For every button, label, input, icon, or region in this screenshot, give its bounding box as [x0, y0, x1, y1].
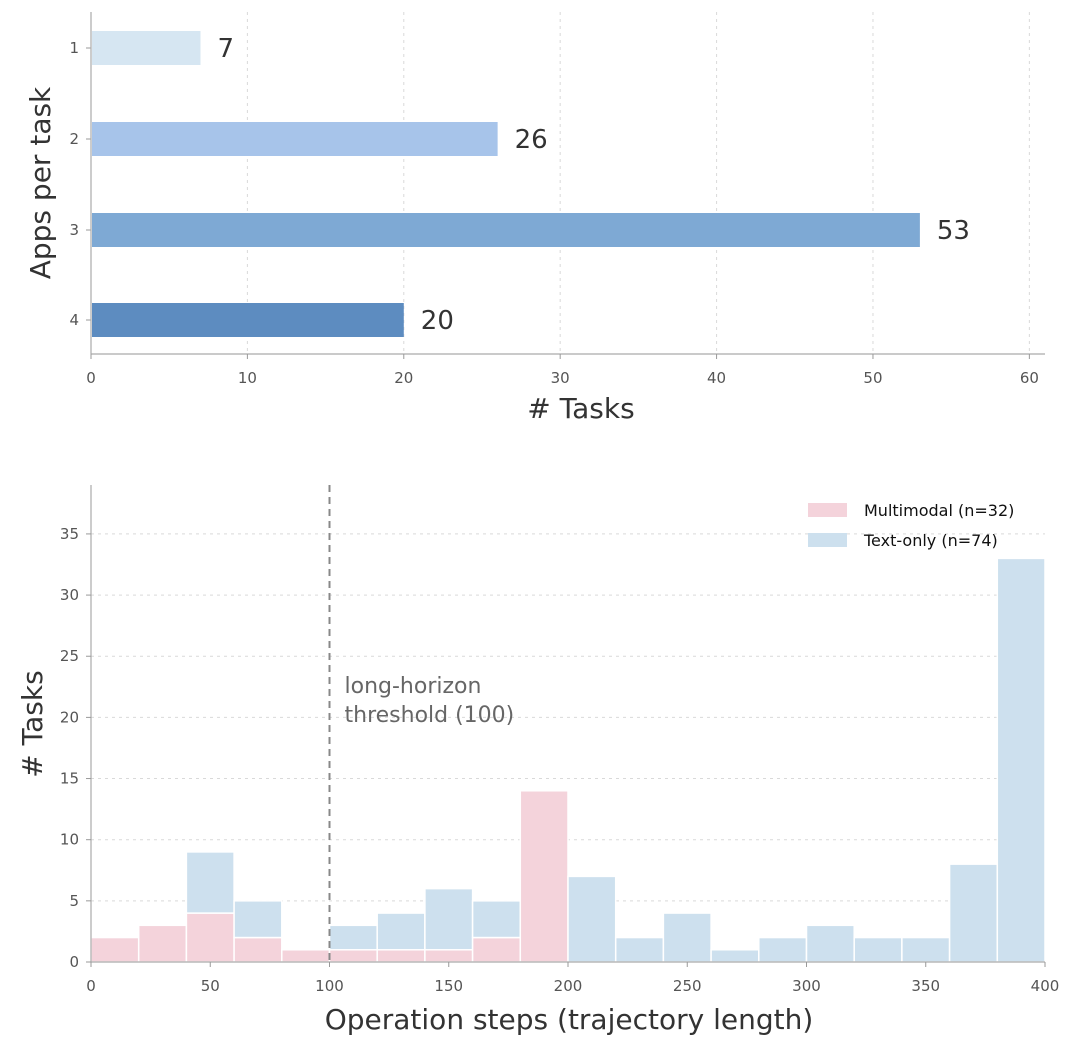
bar-apps-4 — [92, 303, 404, 337]
y-tick-label: 25 — [60, 647, 79, 665]
operation-steps-histogram: long-horizon threshold (100) 0 5 10 15 20 25 30 3… — [16, 485, 1059, 1036]
bar-text-only-120 — [376, 912, 426, 951]
bar-multimodal-120 — [376, 949, 426, 963]
y-tick-label: 3 — [69, 221, 79, 239]
x-tick-label: 150 — [434, 977, 463, 995]
y-tick-label: 20 — [60, 708, 79, 726]
legend-swatch — [808, 503, 847, 517]
x-tick-label: 30 — [551, 369, 570, 387]
y-tick-label: 15 — [60, 770, 79, 788]
x-tick-label: 300 — [792, 977, 821, 995]
data-label: 20 — [421, 306, 454, 336]
bar-multimodal-20 — [137, 924, 188, 963]
x-tick-label: 50 — [863, 369, 882, 387]
bar-multimodal-100 — [328, 949, 378, 963]
legend-label: Text-only (n=74) — [863, 531, 998, 550]
bar-text-only-300 — [805, 924, 855, 963]
data-label: 26 — [515, 125, 548, 155]
x-tick-label: 50 — [201, 977, 220, 995]
data-label: 53 — [937, 216, 970, 246]
y-tick-label: 30 — [60, 586, 79, 604]
bar-text-only-60 — [233, 900, 283, 939]
x-tick-label: 350 — [911, 977, 940, 995]
x-axis-label: # Tasks — [527, 392, 634, 425]
bar-multimodal-60 — [233, 936, 283, 963]
bar-apps-3 — [92, 213, 920, 247]
y-axis-label: # Tasks — [16, 670, 49, 777]
y-tick-label: 1 — [69, 39, 79, 57]
bar-text-only-380 — [996, 557, 1046, 963]
bar-text-only-40 — [185, 851, 235, 914]
bar-text-only-320 — [853, 936, 903, 963]
legend-label: Multimodal (n=32) — [864, 501, 1014, 520]
bar-multimodal-140 — [424, 949, 474, 963]
y-tick-label: 4 — [69, 311, 79, 329]
y-tick-label: 0 — [69, 953, 79, 971]
x-tick-label: 40 — [707, 369, 726, 387]
x-tick-label: 0 — [86, 369, 96, 387]
y-tick-label: 35 — [60, 525, 79, 543]
bar-multimodal-40 — [185, 912, 235, 963]
x-tick-label: 400 — [1031, 977, 1060, 995]
bar-text-only-220 — [614, 936, 665, 963]
y-axis-label: Apps per task — [24, 86, 57, 279]
x-tick-label: 100 — [315, 977, 344, 995]
threshold-label: threshold (100) — [345, 703, 515, 728]
bar-text-only-240 — [662, 912, 712, 963]
bar-multimodal-180 — [519, 790, 569, 963]
bar-multimodal-0 — [90, 936, 140, 963]
threshold-label: long-horizon — [345, 674, 482, 699]
bar-text-only-360 — [948, 863, 999, 963]
bar-multimodal-160 — [471, 936, 522, 963]
bar-text-only-280 — [758, 936, 808, 963]
y-tick-label: 5 — [69, 892, 79, 910]
x-tick-label: 20 — [394, 369, 413, 387]
bar-text-only-160 — [471, 900, 522, 939]
bar-multimodal-80 — [281, 949, 331, 963]
bar-apps-2 — [92, 122, 498, 156]
bar-text-only-140 — [424, 887, 474, 951]
bar-text-only-200 — [567, 875, 617, 963]
x-tick-label: 60 — [1020, 369, 1039, 387]
x-axis-label: Operation steps (trajectory length) — [325, 1003, 814, 1036]
y-tick-label: 10 — [60, 831, 79, 849]
legend-swatch — [808, 533, 847, 547]
x-tick-label: 200 — [554, 977, 583, 995]
bar-text-only-260 — [710, 949, 760, 963]
x-tick-label: 0 — [86, 977, 96, 995]
bar-text-only-100 — [328, 924, 378, 951]
y-tick-label: 2 — [69, 130, 79, 148]
data-label: 7 — [217, 34, 234, 64]
x-tick-label: 250 — [673, 977, 702, 995]
bar-text-only-340 — [901, 936, 951, 963]
bar-apps-1 — [92, 31, 201, 65]
x-tick-label: 10 — [238, 369, 257, 387]
